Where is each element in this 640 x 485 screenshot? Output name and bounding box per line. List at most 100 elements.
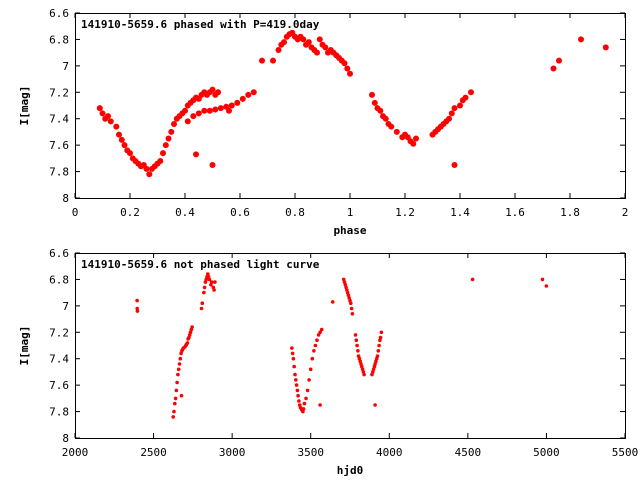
- phased-plot-frame: [75, 13, 626, 199]
- x-tick-label: 0: [72, 206, 79, 219]
- data-point: [107, 118, 114, 125]
- x-tick-label: 2500: [140, 446, 167, 459]
- data-point: [209, 86, 216, 93]
- data-point: [544, 284, 549, 288]
- data-point: [213, 280, 217, 284]
- data-point: [302, 401, 307, 406]
- y-tick-label: 7.8: [49, 166, 69, 179]
- data-point: [356, 349, 360, 353]
- x-tick-label: 1.8: [560, 206, 580, 219]
- data-point: [135, 309, 140, 313]
- x-tick-label: 0.4: [175, 206, 195, 219]
- data-point: [448, 110, 455, 117]
- data-point: [173, 401, 177, 406]
- data-point: [212, 288, 216, 292]
- data-point: [135, 298, 139, 303]
- x-tick-label: 5500: [612, 446, 639, 459]
- y-tick-label: 8: [62, 192, 69, 205]
- data-point: [172, 409, 176, 414]
- data-point: [202, 290, 206, 295]
- y-tick-label: 7.6: [49, 379, 69, 392]
- data-point: [173, 396, 178, 401]
- data-point: [457, 102, 463, 109]
- y-tick-label: 7.2: [49, 326, 69, 339]
- unphased-chart-title: 141910-5659.6 not phased light curve: [81, 258, 320, 271]
- x-tick-label: 1: [347, 206, 354, 219]
- data-point: [318, 403, 322, 407]
- y-tick-label: 6.8: [49, 273, 69, 286]
- data-point: [371, 99, 378, 106]
- data-point: [556, 57, 562, 64]
- data-point: [188, 330, 193, 335]
- data-point: [446, 115, 452, 122]
- data-point: [127, 150, 133, 157]
- data-point: [388, 123, 395, 130]
- data-point: [207, 277, 212, 282]
- data-point: [292, 364, 297, 369]
- data-point: [176, 372, 180, 377]
- data-point: [602, 44, 609, 51]
- data-point: [379, 330, 384, 335]
- data-point: [176, 367, 181, 372]
- data-point: [209, 162, 216, 168]
- x-tick-label: 4000: [376, 446, 403, 459]
- data-point: [304, 396, 308, 401]
- y-tick-label: 6.6: [49, 247, 69, 260]
- unphased-y-axis-label: I[mag]: [18, 326, 31, 366]
- data-point: [193, 151, 199, 158]
- data-point: [308, 367, 313, 372]
- data-point: [99, 110, 106, 117]
- data-point: [350, 312, 355, 316]
- y-tick-label: 7.6: [49, 139, 69, 152]
- x-tick-label: 1.6: [505, 206, 525, 219]
- data-point: [578, 36, 584, 43]
- data-point: [297, 399, 301, 403]
- data-point: [171, 415, 175, 419]
- data-point: [270, 57, 276, 64]
- data-point: [307, 378, 311, 382]
- data-point: [174, 388, 179, 393]
- data-point: [305, 388, 310, 393]
- data-point: [206, 107, 213, 114]
- y-tick-label: 6.6: [49, 7, 69, 20]
- data-point: [300, 36, 307, 43]
- data-point: [179, 393, 184, 398]
- data-point: [470, 277, 475, 282]
- data-point: [185, 341, 190, 345]
- data-point: [393, 128, 400, 135]
- x-tick-label: 3000: [219, 446, 246, 459]
- data-point: [540, 277, 545, 282]
- data-point: [376, 349, 381, 353]
- data-point: [410, 140, 417, 147]
- y-tick-label: 8: [62, 432, 69, 445]
- y-tick-label: 7: [62, 60, 69, 73]
- data-point: [294, 378, 298, 382]
- data-point: [182, 107, 188, 114]
- data-point: [377, 343, 381, 348]
- data-point: [314, 49, 320, 56]
- data-point: [121, 142, 128, 149]
- data-point: [195, 110, 202, 117]
- data-point: [468, 89, 474, 96]
- data-point: [290, 351, 295, 356]
- data-point: [310, 356, 315, 361]
- data-point: [113, 123, 120, 130]
- data-point: [226, 107, 232, 114]
- unphased-x-axis-label: hjd0: [337, 464, 364, 477]
- data-point: [209, 280, 214, 284]
- data-point: [200, 301, 205, 306]
- data-point: [143, 165, 150, 172]
- data-point: [377, 107, 384, 114]
- x-tick-label: 4500: [455, 446, 482, 459]
- data-point: [135, 306, 139, 311]
- data-point: [316, 36, 323, 43]
- y-tick-label: 7.4: [49, 113, 69, 126]
- data-point: [250, 89, 257, 96]
- data-point: [184, 118, 191, 125]
- data-point: [354, 338, 359, 343]
- data-point: [234, 99, 241, 106]
- data-point: [105, 113, 111, 120]
- data-point: [349, 306, 354, 311]
- x-tick-label: 0.8: [285, 206, 305, 219]
